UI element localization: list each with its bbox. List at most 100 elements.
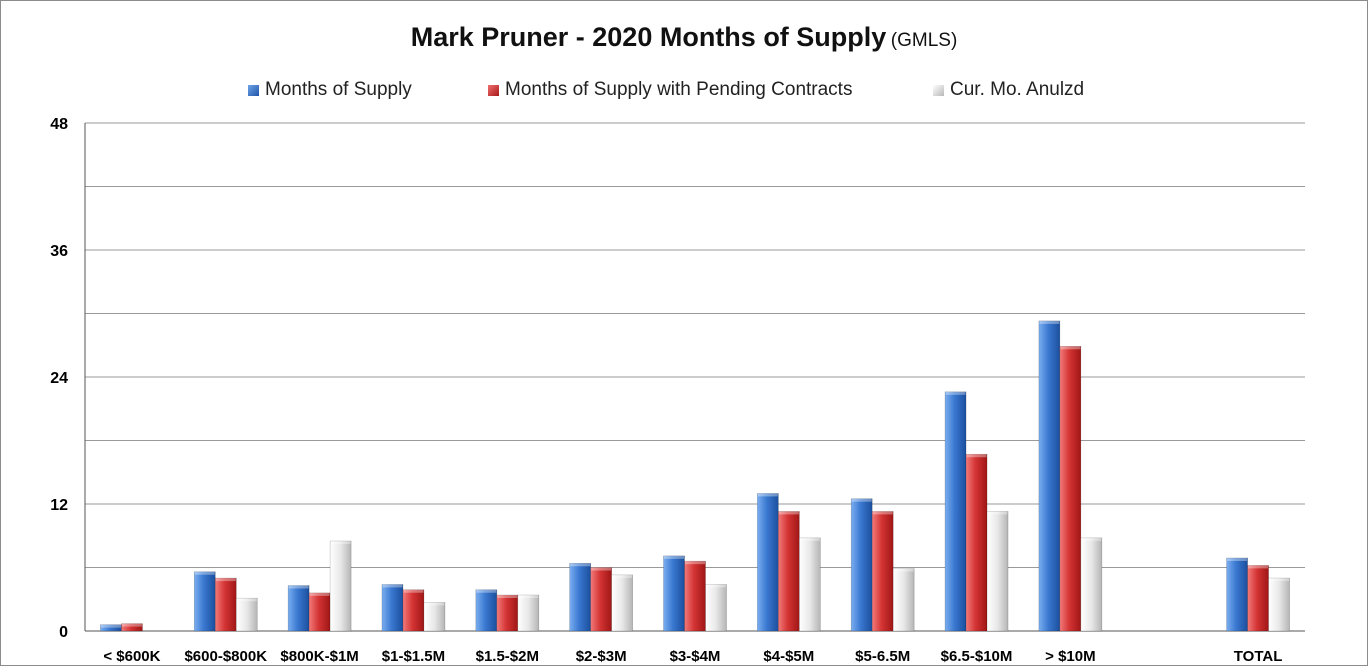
bar-cap-0-6: [664, 555, 684, 559]
bar-0-6: [663, 555, 685, 632]
bar-cap-1-7: [778, 511, 799, 515]
bar-1-3: [402, 589, 425, 632]
bar-0-10: [1038, 320, 1061, 632]
bar-cap-0-4: [476, 589, 497, 593]
bar-2-3: [423, 602, 446, 632]
bar-2-4: [517, 594, 540, 632]
legend: Months of Supply Months of Supply with P…: [0, 79, 1368, 103]
bar-cap-2-6: [706, 584, 726, 588]
bar-cap-1-0: [121, 623, 142, 627]
bar-cap-1-6: [685, 561, 705, 565]
bar-cap-2-3: [424, 602, 445, 606]
legend-item-pending: Months of Supply with Pending Contracts: [488, 79, 852, 101]
bar-cap-1-4: [497, 595, 518, 599]
x-tick-label: $6.5-$10M: [941, 648, 1013, 665]
x-tick-label: $600-$800K: [184, 648, 267, 665]
bar-0-2: [287, 585, 310, 632]
bar-cap-1-8: [872, 511, 893, 515]
bar-cap-1-9: [966, 454, 987, 458]
bar-cap-0-2: [288, 585, 309, 589]
bar-0-1: [193, 571, 216, 632]
bar-cap-2-4: [518, 595, 539, 599]
bar-cap-1-1: [215, 578, 236, 582]
x-tick-label: > $10M: [1045, 648, 1095, 665]
x-tick-label: $800K-$1M: [280, 648, 358, 665]
x-tick-label: TOTAL: [1234, 648, 1283, 665]
bar-2-2: [329, 540, 352, 632]
bar-cap-0-8: [851, 498, 872, 502]
tick-labels: 0 12 24 36 48 < $600K $600-$800K $800K-$1M $1-$1…: [50, 116, 1282, 665]
bar-cap-2-12: [1269, 578, 1290, 582]
legend-item-months-of-supply: Months of Supply: [248, 79, 412, 101]
legend-label: Cur. Mo. Anulzd: [950, 79, 1085, 100]
x-tick-label: $3-$4M: [670, 648, 721, 665]
bar-0-7: [757, 493, 779, 632]
y-tick-label: 48: [50, 116, 68, 133]
bar-1-8: [871, 511, 894, 632]
x-tick-label: $1-$1.5M: [382, 648, 445, 665]
y-tick-label: 0: [59, 624, 68, 641]
bar-1-6: [684, 560, 706, 632]
bar-cap-2-9: [987, 511, 1008, 515]
bar-1-0: [121, 623, 143, 632]
chart-subtitle: (GMLS): [890, 30, 958, 51]
bar-0-12: [1226, 557, 1248, 632]
x-tick-label: $4-$5M: [763, 648, 814, 665]
bar-cap-2-10: [1081, 537, 1102, 541]
chart-title-block: Mark Pruner - 2020 Months of Supply (GML…: [0, 22, 1368, 53]
bar-cap-1-12: [1248, 565, 1269, 569]
legend-item-cur-mo: Cur. Mo. Anulzd: [933, 79, 1084, 101]
bar-cap-2-5: [612, 574, 633, 578]
bar-cap-0-10: [1039, 320, 1060, 324]
bar-1-4: [496, 594, 519, 632]
bar-2-12: [1268, 577, 1290, 632]
bar-2-5: [611, 574, 633, 632]
bar-2-10: [1080, 537, 1103, 632]
bar-cap-0-3: [382, 584, 403, 588]
bar-1-10: [1059, 346, 1082, 632]
bar-1-5: [590, 567, 612, 632]
bar-1-2: [308, 592, 331, 632]
x-tick-label: $2-$3M: [576, 648, 627, 665]
x-tick-label: $1.5-$2M: [476, 648, 539, 665]
bar-2-7: [799, 537, 821, 632]
bar-2-8: [892, 568, 915, 632]
gridlines: [85, 122, 1305, 568]
bar-1-1: [214, 577, 237, 632]
bar-cap-0-12: [1227, 557, 1248, 561]
legend-swatch-red: [488, 84, 499, 96]
bar-cap-1-2: [309, 592, 330, 596]
legend-label: Months of Supply: [265, 79, 412, 100]
bar-1-12: [1247, 565, 1269, 632]
bar-2-6: [705, 584, 727, 632]
bars: [100, 320, 1290, 632]
bar-cap-2-1: [236, 598, 257, 602]
bar-cap-1-5: [591, 567, 612, 571]
bar-cap-0-1: [194, 571, 215, 575]
bar-2-1: [235, 597, 258, 632]
chart-title: Mark Pruner - 2020 Months of Supply: [410, 22, 887, 52]
bar-cap-0-9: [945, 391, 966, 395]
bar-cap-2-8: [893, 568, 914, 572]
bar-0-3: [381, 584, 404, 632]
bar-cap-0-7: [757, 493, 778, 497]
bar-2-9: [986, 511, 1009, 632]
legend-swatch-gray: [933, 84, 944, 96]
bar-0-8: [850, 498, 873, 632]
legend-swatch-blue: [248, 84, 259, 96]
y-tick-label: 12: [50, 497, 68, 514]
bar-1-9: [965, 453, 988, 632]
y-tick-label: 36: [50, 243, 68, 260]
bar-cap-1-10: [1060, 346, 1081, 350]
bar-0-4: [475, 589, 498, 632]
bar-cap-0-5: [570, 563, 591, 567]
bar-cap-2-7: [799, 537, 820, 541]
x-tick-label: < $600K: [103, 648, 160, 665]
bar-cap-2-2: [330, 541, 351, 545]
legend-label: Months of Supply with Pending Contracts: [505, 79, 853, 100]
y-tick-label: 24: [50, 370, 68, 387]
x-tick-label: $5-6.5M: [855, 648, 910, 665]
bar-0-9: [944, 391, 967, 632]
bar-1-7: [778, 511, 800, 632]
